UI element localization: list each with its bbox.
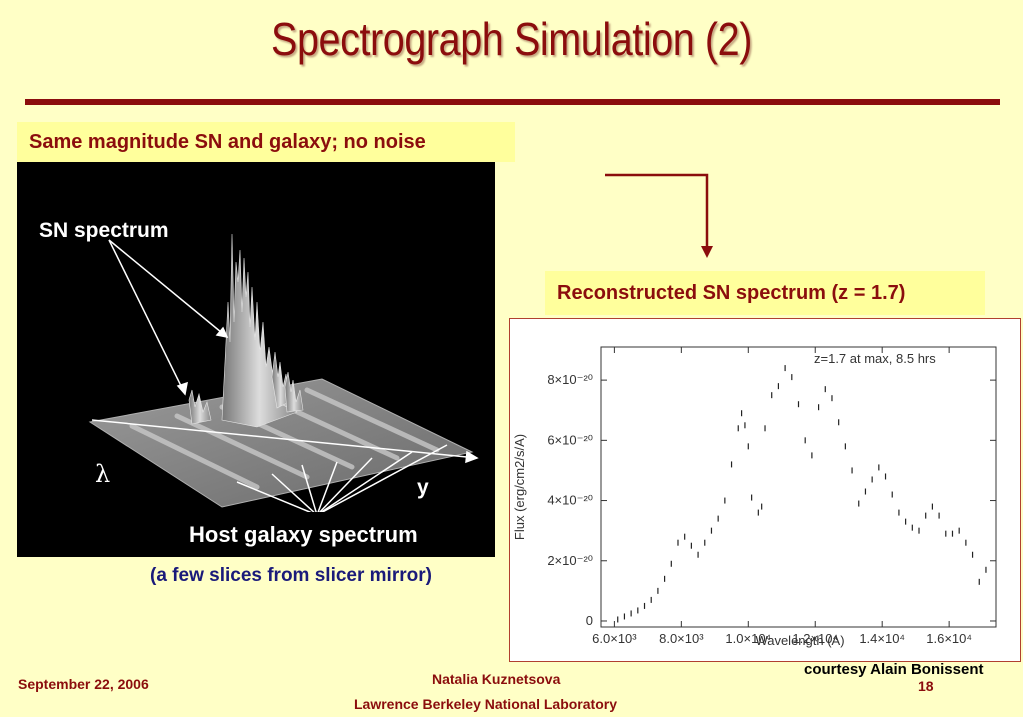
lambda-axis-label: λ [95, 460, 110, 488]
footer-date: September 22, 2006 [18, 676, 149, 692]
x-tick-label: 1.2×10⁴ [792, 631, 838, 646]
y-tick-label: 6×10⁻²⁰ [547, 432, 593, 447]
footer-lab: Lawrence Berkeley National Laboratory [354, 696, 617, 712]
plot-area [600, 346, 997, 628]
spectrum-points [617, 365, 987, 623]
x-tick-label: 1.0×10⁴ [725, 631, 771, 646]
annotation-arrows [91, 239, 479, 516]
x-tick-label: 8.0×10³ [659, 631, 704, 646]
simulation-caption: Same magnitude SN and galaxy; no noise [17, 122, 515, 162]
spectrum-chart: 6.0×10³ 8.0×10³ 1.0×10⁴ 1.2×10⁴ 1.4×10⁴ 1.6×1… [512, 346, 997, 648]
slide-title: Spectrograph Simulation (2) [271, 13, 752, 65]
title-rule [25, 99, 1000, 105]
x-axis-title: Wavelength (A) [755, 633, 844, 648]
host-caption-backdrop [17, 512, 495, 557]
y-axis-title: Flux (erg/cm2/s/A) [512, 434, 527, 540]
y-tick-label: 8×10⁻²⁰ [547, 372, 593, 387]
x-ticks: 6.0×10³ 8.0×10³ 1.0×10⁴ 1.2×10⁴ 1.4×10⁴ 1.6×1… [592, 347, 972, 646]
page-number: 18 [918, 678, 934, 694]
slicer-caption: (a few slices from slicer mirror) [150, 565, 432, 586]
y-ticks: 0 2×10⁻²⁰ 4×10⁻²⁰ 6×10⁻²⁰ 8×10⁻²⁰ [547, 372, 996, 628]
footer-author: Natalia Kuznetsova [432, 671, 561, 687]
y-tick-label: 2×10⁻²⁰ [547, 553, 593, 568]
connector-arrow [605, 173, 713, 258]
footer-courtesy: courtesy Alain Bonissent [804, 661, 984, 678]
sn-spectrum-peaks [188, 233, 304, 428]
spectrum-plot-frame: 6.0×10³ 8.0×10³ 1.0×10⁴ 1.2×10⁴ 1.4×10⁴ 1.6×1… [509, 318, 1021, 662]
x-tick-label: 1.4×10⁴ [859, 631, 905, 646]
x-tick-label: 6.0×10³ [592, 631, 637, 646]
simulation-render: SN spectrum λ y Host galaxy spectrum [17, 162, 495, 557]
chart-annotation: z=1.7 at max, 8.5 hrs [814, 351, 936, 366]
y-axis-label: y [417, 476, 429, 499]
host-galaxy-label: Host galaxy spectrum [189, 522, 418, 547]
simulation-surface: SN spectrum λ y Host galaxy spectrum [17, 219, 495, 557]
y-tick-label: 0 [586, 613, 593, 628]
sn-spectrum-label: SN spectrum [39, 219, 169, 242]
x-tick-label: 1.6×10⁴ [926, 631, 972, 646]
y-tick-label: 4×10⁻²⁰ [547, 493, 593, 508]
reconstructed-caption: Reconstructed SN spectrum (z = 1.7) [545, 271, 985, 315]
